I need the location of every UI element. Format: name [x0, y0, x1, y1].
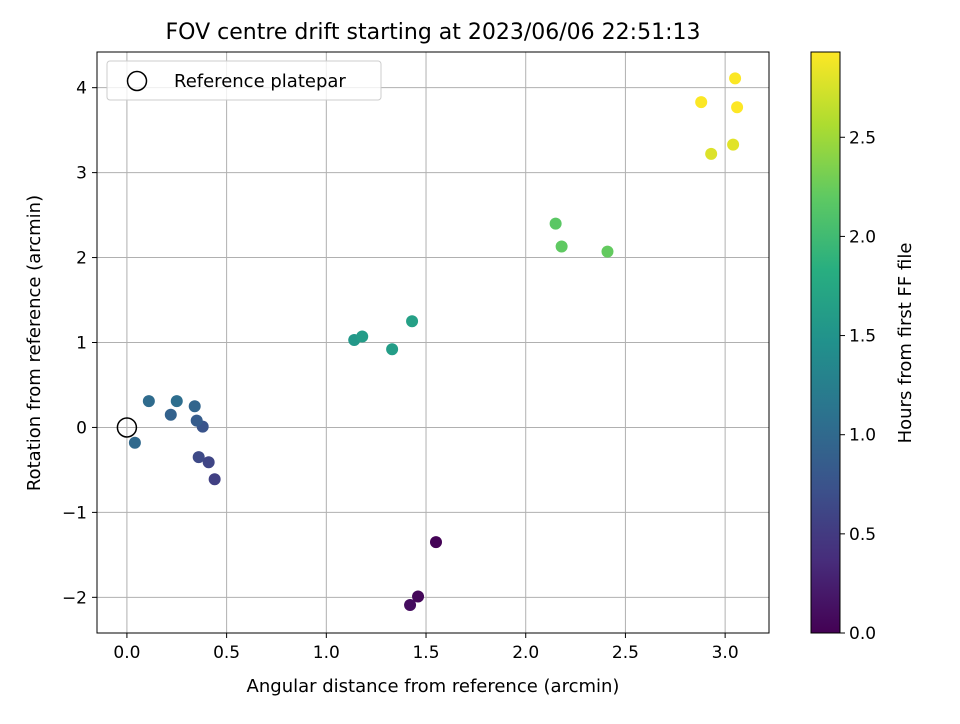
x-tick-label: 2.0: [512, 643, 539, 663]
x-tick-label: 3.0: [712, 643, 739, 663]
data-point: [404, 598, 417, 611]
colorbar-tick-label: 2.5: [849, 128, 876, 148]
x-axis-label: Angular distance from reference (arcmin): [247, 676, 620, 697]
data-point: [549, 217, 562, 230]
data-point: [731, 101, 744, 114]
data-point: [170, 395, 183, 408]
data-point: [429, 536, 442, 549]
colorbar-label: Hours from first FF file: [895, 243, 916, 444]
colorbar-ticks: 0.0 0.5 1.0 1.5 2.0 2.5: [840, 128, 876, 644]
data-point: [729, 72, 742, 85]
x-tick-label: 1.5: [412, 643, 439, 663]
data-points: [128, 72, 744, 611]
colorbar-tick-label: 0.0: [849, 624, 876, 644]
data-point: [192, 451, 205, 464]
colorbar-gradient: [810, 51, 841, 634]
legend-reference-marker: [126, 70, 148, 92]
y-tick-label: 2: [76, 249, 87, 269]
x-tick-label: 0.0: [113, 643, 140, 663]
y-tick-label: 0: [76, 418, 87, 438]
data-point: [142, 395, 155, 408]
data-point: [190, 414, 203, 427]
reference-marker-layer: [116, 417, 138, 438]
colorbar-tick-label: 2.0: [849, 227, 876, 247]
legend-box: [106, 60, 382, 101]
y-tick-label: 1: [76, 334, 87, 354]
y-tick-label: −2: [62, 588, 87, 608]
data-point: [202, 456, 215, 469]
data-point: [128, 436, 141, 449]
data-point: [208, 473, 221, 486]
x-tick-label: 0.5: [213, 643, 240, 663]
colorbar: 0.0 0.5 1.0 1.5 2.0 2.5 Hours from first FF f…: [810, 51, 916, 644]
x-tick-label: 1.0: [313, 643, 340, 663]
legend-reference-label: Reference platepar: [174, 71, 346, 92]
data-point: [555, 240, 568, 253]
legend: Reference platepar: [106, 60, 382, 101]
colorbar-tick-label: 1.5: [849, 327, 876, 347]
data-point: [705, 147, 718, 160]
data-point: [406, 315, 419, 328]
grid-lines: [97, 52, 769, 633]
data-point: [356, 330, 369, 343]
data-point: [695, 96, 708, 109]
reference-platepar-marker: [116, 417, 138, 438]
data-point: [727, 138, 740, 151]
colorbar-tick-label: 1.0: [849, 426, 876, 446]
data-point: [601, 245, 614, 258]
y-tick-label: 3: [76, 164, 87, 184]
y-axis-label: Rotation from reference (arcmin): [24, 195, 45, 491]
data-point: [188, 400, 201, 413]
chart-title: FOV centre drift starting at 2023/06/06 …: [166, 20, 701, 45]
data-point: [164, 408, 177, 421]
colorbar-tick-label: 0.5: [849, 525, 876, 545]
data-point: [412, 590, 425, 603]
data-point: [386, 343, 399, 356]
x-axis-ticks: 0.0 0.5 1.0 1.5 2.0 2.5 3.0: [113, 633, 739, 663]
x-tick-label: 2.5: [612, 643, 639, 663]
y-tick-label: −1: [62, 503, 87, 523]
y-axis-ticks: −2 −1 0 1 2 3 4: [62, 79, 97, 608]
y-tick-label: 4: [76, 79, 87, 99]
